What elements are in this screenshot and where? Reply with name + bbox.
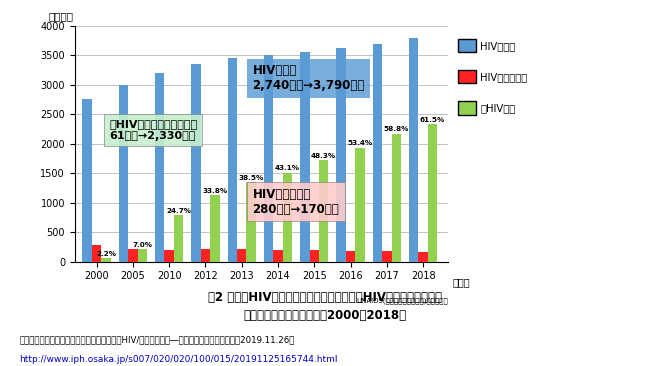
Bar [201,249,210,262]
Text: （万人）: （万人） [49,11,73,21]
Bar [300,52,309,262]
Bar [191,64,201,262]
Text: http://www.iph.osaka.jp/s007/020/020/100/015/20191125165744.html: http://www.iph.osaka.jp/s007/020/020/100… [20,355,338,364]
Bar [319,160,328,262]
Text: 抗HIV治療: 抗HIV治療 [480,103,515,113]
Text: 2.2%: 2.2% [96,251,116,257]
Bar [337,48,346,262]
Bar [119,85,128,262]
Text: 58.8%: 58.8% [384,126,409,132]
Text: （出所）（地独）大阪健康安全基盤研究所「HIV/エイズの現状―世界では？日本では？」（2019.11.26）: （出所）（地独）大阪健康安全基盤研究所「HIV/エイズの現状―世界では？日本では… [20,335,295,344]
Text: HIV新規感染者
280万人→170万人: HIV新規感染者 280万人→170万人 [253,188,339,216]
Text: HIV新規感染者: HIV新規感染者 [480,72,528,82]
Bar [309,250,319,262]
Bar [92,245,101,262]
Bar [356,148,365,262]
Bar [264,55,273,262]
Bar [273,250,283,262]
Bar [237,249,246,262]
Bar [372,44,382,262]
Bar [246,182,256,262]
Text: 53.4%: 53.4% [347,140,372,146]
Text: 38.5%: 38.5% [239,175,264,180]
Bar [283,173,292,262]
Bar [138,249,147,262]
Bar [101,258,111,262]
Text: 33.8%: 33.8% [202,187,228,194]
Bar [428,124,437,262]
Bar [174,215,183,262]
Text: 囲2 世界のHIV陽性者数・新規感染者数・抗HIV治療を受けている: 囲2 世界のHIV陽性者数・新規感染者数・抗HIV治療を受けている [208,291,442,304]
Bar [382,251,391,262]
Text: 人数の年次推移（推計）　2000－2018年: 人数の年次推移（推計） 2000－2018年 [244,309,406,322]
Text: 61.5%: 61.5% [420,117,445,123]
Text: 48.3%: 48.3% [311,153,336,159]
Text: 抗HIV治療を受けている人
61万人→2,330万人: 抗HIV治療を受けている人 61万人→2,330万人 [109,119,198,141]
Text: （年）: （年） [452,277,470,287]
Bar [346,251,356,262]
Bar [409,38,419,262]
Bar [391,134,401,262]
Bar [210,195,220,262]
Text: HIV陽性者: HIV陽性者 [480,41,515,51]
Text: HIV陽性者
2,740万人→3,790万人: HIV陽性者 2,740万人→3,790万人 [253,64,365,92]
Bar [83,100,92,262]
Text: 24.7%: 24.7% [166,208,191,214]
Bar [164,250,174,262]
Text: UNAIDS(国連合同エイズ計画)データより: UNAIDS(国連合同エイズ計画)データより [357,297,448,304]
Bar [128,249,138,262]
Bar [155,73,164,262]
Bar [419,252,428,262]
Text: 7.0%: 7.0% [132,242,152,248]
Bar [227,58,237,262]
Text: 43.1%: 43.1% [275,165,300,171]
